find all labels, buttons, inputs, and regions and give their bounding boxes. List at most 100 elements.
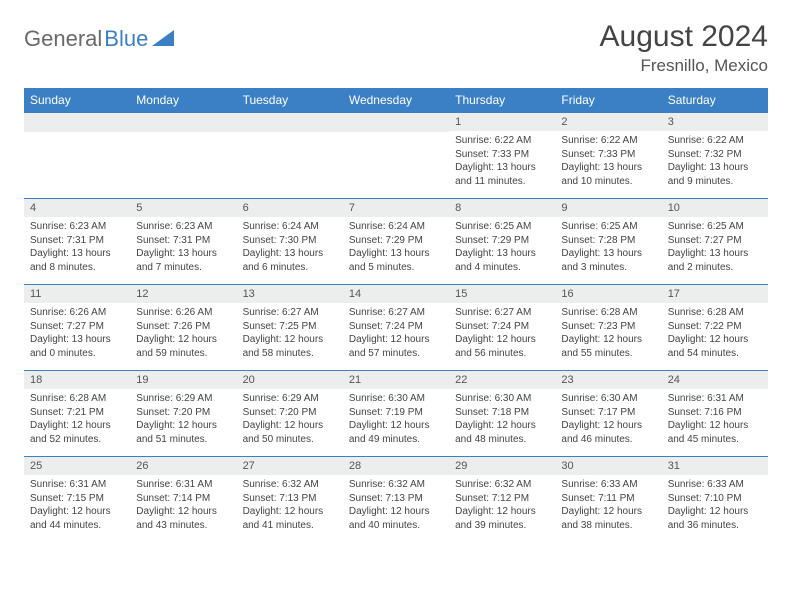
day-number: 13 [237,285,343,303]
day-number: 7 [343,199,449,217]
weekday-header: Friday [555,88,661,113]
day-number: 17 [662,285,768,303]
calendar-day-cell: 23Sunrise: 6:30 AMSunset: 7:17 PMDayligh… [555,371,661,457]
calendar-day-cell [343,113,449,199]
day-number: 18 [24,371,130,389]
calendar-week-row: 18Sunrise: 6:28 AMSunset: 7:21 PMDayligh… [24,371,768,457]
logo-triangle-icon [152,26,174,52]
day-number: 6 [237,199,343,217]
calendar-week-row: 11Sunrise: 6:26 AMSunset: 7:27 PMDayligh… [24,285,768,371]
calendar-day-cell: 24Sunrise: 6:31 AMSunset: 7:16 PMDayligh… [662,371,768,457]
calendar-day-cell: 25Sunrise: 6:31 AMSunset: 7:15 PMDayligh… [24,457,130,543]
calendar-day-cell [24,113,130,199]
calendar-day-cell: 14Sunrise: 6:27 AMSunset: 7:24 PMDayligh… [343,285,449,371]
day-number: 14 [343,285,449,303]
calendar-week-row: 25Sunrise: 6:31 AMSunset: 7:15 PMDayligh… [24,457,768,543]
calendar-day-cell [130,113,236,199]
weekday-header: Saturday [662,88,768,113]
calendar-week-row: 1Sunrise: 6:22 AMSunset: 7:33 PMDaylight… [24,113,768,199]
calendar-day-cell: 31Sunrise: 6:33 AMSunset: 7:10 PMDayligh… [662,457,768,543]
day-detail: Sunrise: 6:33 AMSunset: 7:11 PMDaylight:… [555,475,661,536]
calendar-day-cell: 3Sunrise: 6:22 AMSunset: 7:32 PMDaylight… [662,113,768,199]
calendar-day-cell: 21Sunrise: 6:30 AMSunset: 7:19 PMDayligh… [343,371,449,457]
day-number: 21 [343,371,449,389]
calendar-table: SundayMondayTuesdayWednesdayThursdayFrid… [24,88,768,543]
weekday-header: Wednesday [343,88,449,113]
location: Fresnillo, Mexico [600,56,768,76]
header: GeneralBlue August 2024 Fresnillo, Mexic… [24,20,768,76]
day-detail: Sunrise: 6:28 AMSunset: 7:21 PMDaylight:… [24,389,130,450]
day-detail: Sunrise: 6:27 AMSunset: 7:25 PMDaylight:… [237,303,343,364]
day-detail: Sunrise: 6:24 AMSunset: 7:29 PMDaylight:… [343,217,449,278]
day-detail: Sunrise: 6:25 AMSunset: 7:29 PMDaylight:… [449,217,555,278]
calendar-day-cell: 15Sunrise: 6:27 AMSunset: 7:24 PMDayligh… [449,285,555,371]
day-detail: Sunrise: 6:31 AMSunset: 7:16 PMDaylight:… [662,389,768,450]
calendar-day-cell: 11Sunrise: 6:26 AMSunset: 7:27 PMDayligh… [24,285,130,371]
calendar-day-cell: 19Sunrise: 6:29 AMSunset: 7:20 PMDayligh… [130,371,236,457]
weekday-header: Tuesday [237,88,343,113]
day-number: 5 [130,199,236,217]
day-number: 3 [662,113,768,131]
day-detail: Sunrise: 6:27 AMSunset: 7:24 PMDaylight:… [449,303,555,364]
day-detail: Sunrise: 6:24 AMSunset: 7:30 PMDaylight:… [237,217,343,278]
weekday-header: Thursday [449,88,555,113]
day-number-empty [237,113,343,132]
day-number-empty [24,113,130,132]
day-number: 30 [555,457,661,475]
day-number: 1 [449,113,555,131]
day-detail: Sunrise: 6:25 AMSunset: 7:28 PMDaylight:… [555,217,661,278]
day-detail: Sunrise: 6:30 AMSunset: 7:18 PMDaylight:… [449,389,555,450]
day-number-empty [343,113,449,132]
calendar-week-row: 4Sunrise: 6:23 AMSunset: 7:31 PMDaylight… [24,199,768,285]
calendar-day-cell: 13Sunrise: 6:27 AMSunset: 7:25 PMDayligh… [237,285,343,371]
calendar-day-cell: 9Sunrise: 6:25 AMSunset: 7:28 PMDaylight… [555,199,661,285]
calendar-day-cell: 5Sunrise: 6:23 AMSunset: 7:31 PMDaylight… [130,199,236,285]
calendar-day-cell: 20Sunrise: 6:29 AMSunset: 7:20 PMDayligh… [237,371,343,457]
day-number: 9 [555,199,661,217]
day-detail: Sunrise: 6:32 AMSunset: 7:13 PMDaylight:… [343,475,449,536]
calendar-day-cell: 30Sunrise: 6:33 AMSunset: 7:11 PMDayligh… [555,457,661,543]
day-detail: Sunrise: 6:28 AMSunset: 7:22 PMDaylight:… [662,303,768,364]
day-detail: Sunrise: 6:27 AMSunset: 7:24 PMDaylight:… [343,303,449,364]
day-number: 27 [237,457,343,475]
calendar-day-cell: 22Sunrise: 6:30 AMSunset: 7:18 PMDayligh… [449,371,555,457]
calendar-day-cell: 18Sunrise: 6:28 AMSunset: 7:21 PMDayligh… [24,371,130,457]
day-detail: Sunrise: 6:31 AMSunset: 7:15 PMDaylight:… [24,475,130,536]
day-number: 26 [130,457,236,475]
calendar-day-cell: 8Sunrise: 6:25 AMSunset: 7:29 PMDaylight… [449,199,555,285]
day-detail: Sunrise: 6:28 AMSunset: 7:23 PMDaylight:… [555,303,661,364]
day-number: 23 [555,371,661,389]
day-number: 16 [555,285,661,303]
calendar-day-cell: 6Sunrise: 6:24 AMSunset: 7:30 PMDaylight… [237,199,343,285]
day-number: 2 [555,113,661,131]
day-number: 10 [662,199,768,217]
day-detail: Sunrise: 6:30 AMSunset: 7:17 PMDaylight:… [555,389,661,450]
day-number: 8 [449,199,555,217]
day-detail: Sunrise: 6:22 AMSunset: 7:32 PMDaylight:… [662,131,768,192]
calendar-day-cell: 29Sunrise: 6:32 AMSunset: 7:12 PMDayligh… [449,457,555,543]
day-detail: Sunrise: 6:22 AMSunset: 7:33 PMDaylight:… [449,131,555,192]
calendar-day-cell: 2Sunrise: 6:22 AMSunset: 7:33 PMDaylight… [555,113,661,199]
calendar-day-cell: 27Sunrise: 6:32 AMSunset: 7:13 PMDayligh… [237,457,343,543]
calendar-body: 1Sunrise: 6:22 AMSunset: 7:33 PMDaylight… [24,113,768,543]
day-detail: Sunrise: 6:23 AMSunset: 7:31 PMDaylight:… [24,217,130,278]
day-detail: Sunrise: 6:31 AMSunset: 7:14 PMDaylight:… [130,475,236,536]
day-detail: Sunrise: 6:22 AMSunset: 7:33 PMDaylight:… [555,131,661,192]
day-number: 12 [130,285,236,303]
day-detail: Sunrise: 6:23 AMSunset: 7:31 PMDaylight:… [130,217,236,278]
weekday-header: Monday [130,88,236,113]
day-number: 11 [24,285,130,303]
calendar-day-cell: 16Sunrise: 6:28 AMSunset: 7:23 PMDayligh… [555,285,661,371]
calendar-day-cell: 17Sunrise: 6:28 AMSunset: 7:22 PMDayligh… [662,285,768,371]
day-number: 15 [449,285,555,303]
calendar-day-cell [237,113,343,199]
day-number: 29 [449,457,555,475]
weekday-header-row: SundayMondayTuesdayWednesdayThursdayFrid… [24,88,768,113]
weekday-header: Sunday [24,88,130,113]
calendar-day-cell: 10Sunrise: 6:25 AMSunset: 7:27 PMDayligh… [662,199,768,285]
day-number: 28 [343,457,449,475]
day-detail: Sunrise: 6:25 AMSunset: 7:27 PMDaylight:… [662,217,768,278]
calendar-day-cell: 1Sunrise: 6:22 AMSunset: 7:33 PMDaylight… [449,113,555,199]
day-detail: Sunrise: 6:26 AMSunset: 7:27 PMDaylight:… [24,303,130,364]
day-number: 4 [24,199,130,217]
